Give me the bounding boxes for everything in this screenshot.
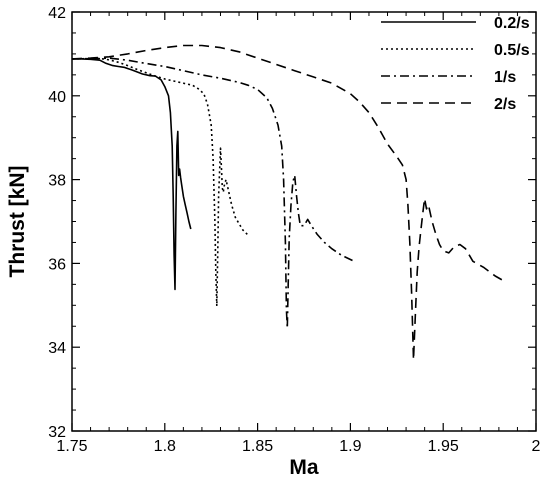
x-tick-label: 2 (532, 438, 541, 455)
legend-label-0: 0.2/s (494, 15, 530, 32)
series-line-3 (71, 44, 507, 361)
y-axis-title: Thrust [kN] (6, 166, 29, 278)
x-tick-label: 1.95 (428, 438, 459, 455)
x-tick-label: 1.9 (339, 438, 361, 455)
legend-label-2: 1/s (494, 69, 516, 86)
x-tick-label: 1.85 (242, 438, 273, 455)
y-tick-label: 34 (48, 340, 66, 357)
axes: 1.75 1.8 1.85 1.9 1.95 2 32 34 36 38 40 42 (48, 5, 540, 455)
legend: 0.2/s 0.5/s 1/s 2/s (381, 15, 530, 113)
y-tick-label: 36 (48, 256, 66, 273)
y-tick-label: 38 (48, 173, 66, 190)
x-tick-label: 1.75 (56, 438, 87, 455)
plot-frame (71, 11, 537, 432)
series-line-1 (71, 57, 249, 307)
legend-label-3: 2/s (494, 96, 516, 113)
y-tick-label: 42 (48, 5, 66, 22)
series-line-2 (71, 57, 355, 330)
legend-label-1: 0.5/s (494, 42, 530, 59)
y-tick-label: 40 (48, 89, 66, 106)
x-tick-label: 1.8 (154, 438, 176, 455)
x-axis-title: Ma (289, 456, 318, 479)
plot-area (71, 44, 507, 361)
series-line-0 (72, 58, 192, 291)
y-tick-label: 32 (48, 424, 66, 441)
